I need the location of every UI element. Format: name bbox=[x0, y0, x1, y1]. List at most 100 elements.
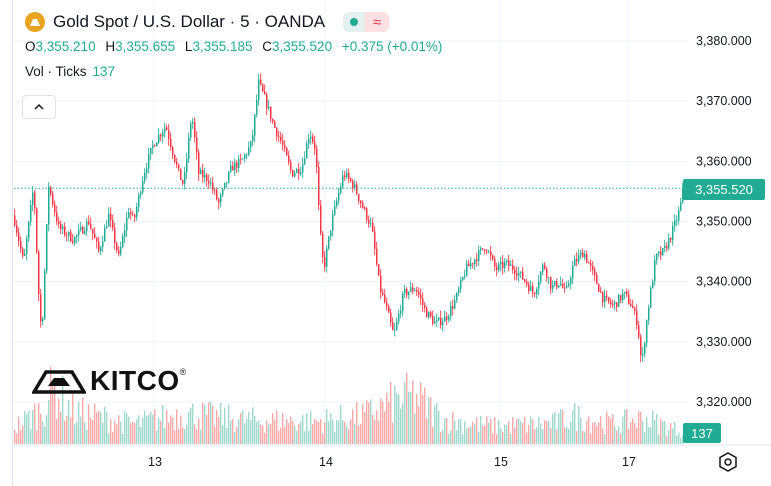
candle-body bbox=[554, 281, 556, 286]
candle-body bbox=[102, 241, 104, 248]
candle-body bbox=[288, 155, 290, 163]
chart-settings-button[interactable] bbox=[716, 450, 740, 474]
candle-body bbox=[530, 286, 532, 291]
candle-body bbox=[628, 294, 630, 305]
candle-body bbox=[642, 353, 644, 356]
candle-body bbox=[126, 217, 128, 231]
candle-body bbox=[640, 336, 642, 356]
candle-body bbox=[504, 262, 506, 268]
volume-bar bbox=[510, 433, 512, 444]
volume-bar bbox=[162, 405, 164, 444]
volume-bar bbox=[668, 429, 670, 444]
candle-body bbox=[588, 262, 590, 264]
volume-bar bbox=[288, 423, 290, 444]
candle-body bbox=[320, 204, 322, 234]
volume-bar bbox=[378, 420, 380, 444]
candle-body bbox=[278, 136, 280, 138]
candle-body bbox=[344, 175, 346, 177]
volume-bar bbox=[204, 405, 206, 444]
candle-body bbox=[80, 227, 82, 230]
volume-bar bbox=[674, 421, 676, 444]
symbol-title[interactable]: Gold Spot / U.S. Dollar · 5 · OANDA bbox=[53, 12, 326, 31]
candle-body bbox=[60, 224, 62, 229]
volume-bar bbox=[424, 387, 426, 444]
volume-bar bbox=[600, 416, 602, 444]
y-tick-label: 3,350.000 bbox=[696, 215, 752, 229]
volume-bar bbox=[534, 429, 536, 444]
candle-body bbox=[538, 281, 540, 290]
volume-row[interactable]: Vol · Ticks 137 bbox=[25, 64, 448, 82]
candle-body bbox=[226, 182, 228, 184]
volume-bar bbox=[418, 406, 420, 444]
candle-body bbox=[238, 158, 240, 168]
chart-canvas[interactable]: 3,380.000 3,370.000 3,360.000 3,350.000 3,34… bbox=[13, 0, 771, 486]
candle-body bbox=[34, 192, 36, 209]
volume-bar bbox=[294, 425, 296, 444]
volume-bar bbox=[202, 402, 204, 444]
volume-bar bbox=[64, 420, 66, 444]
candle-body bbox=[432, 316, 434, 324]
x-tick-label: 13 bbox=[148, 455, 162, 469]
volume-bar bbox=[482, 425, 484, 444]
candle-body bbox=[478, 250, 480, 262]
volume-bar bbox=[332, 419, 334, 444]
candle-body bbox=[414, 289, 416, 292]
candle-body bbox=[312, 136, 314, 143]
volume-bar bbox=[354, 423, 356, 444]
candle-body bbox=[242, 158, 244, 160]
volume-bar bbox=[660, 418, 662, 444]
candle-body bbox=[458, 288, 460, 293]
volume-bar bbox=[628, 429, 630, 444]
candle-body bbox=[358, 194, 360, 201]
market-status[interactable]: ≈ bbox=[343, 12, 390, 32]
volume-bar bbox=[252, 407, 254, 444]
candle-body bbox=[292, 169, 294, 177]
candle-body bbox=[466, 263, 468, 276]
volume-bar bbox=[358, 425, 360, 444]
volume-bar bbox=[192, 403, 194, 444]
volume-bar bbox=[262, 425, 264, 444]
volume-bar bbox=[450, 430, 452, 444]
ohlc-row: O3,355.210 H3,355.655 L3,355.185 C3,355.… bbox=[25, 39, 448, 57]
candle-body bbox=[460, 280, 462, 289]
volume-bar bbox=[32, 409, 34, 444]
volume-bar bbox=[76, 422, 78, 444]
volume-bar bbox=[558, 413, 560, 444]
candle-body bbox=[430, 312, 432, 317]
volume-bar bbox=[216, 410, 218, 444]
volume-bar bbox=[592, 422, 594, 444]
volume-bar bbox=[470, 426, 472, 444]
candle-body bbox=[392, 322, 394, 331]
candle-body bbox=[592, 265, 594, 270]
candle-body bbox=[170, 138, 172, 148]
volume-bar bbox=[550, 428, 552, 444]
candle-body bbox=[568, 283, 570, 286]
volume-bar bbox=[244, 423, 246, 444]
candle-body bbox=[556, 281, 558, 288]
candle-body bbox=[636, 310, 638, 326]
volume-bar bbox=[426, 418, 428, 444]
volume-bar bbox=[336, 419, 338, 444]
candle-body bbox=[208, 180, 210, 184]
candle-body bbox=[164, 127, 166, 133]
candle-body bbox=[600, 291, 602, 293]
volume-bar bbox=[104, 406, 106, 444]
volume-bar bbox=[368, 402, 370, 444]
volume-bar bbox=[126, 412, 128, 444]
volume-bar bbox=[642, 421, 644, 444]
candle-body bbox=[418, 291, 420, 295]
volume-bar bbox=[604, 434, 606, 444]
volume-bar bbox=[570, 421, 572, 444]
candle-body bbox=[574, 259, 576, 267]
candle-body bbox=[498, 264, 500, 270]
candle-body bbox=[578, 255, 580, 262]
candle-body bbox=[390, 312, 392, 323]
candle-body bbox=[354, 184, 356, 188]
candle-body bbox=[236, 162, 238, 168]
volume-bar bbox=[448, 433, 450, 444]
candle-body bbox=[108, 213, 110, 227]
collapse-legend-button[interactable] bbox=[22, 95, 56, 119]
candle-body bbox=[526, 281, 528, 285]
volume-bar bbox=[528, 424, 530, 444]
volume-bar bbox=[278, 430, 280, 444]
